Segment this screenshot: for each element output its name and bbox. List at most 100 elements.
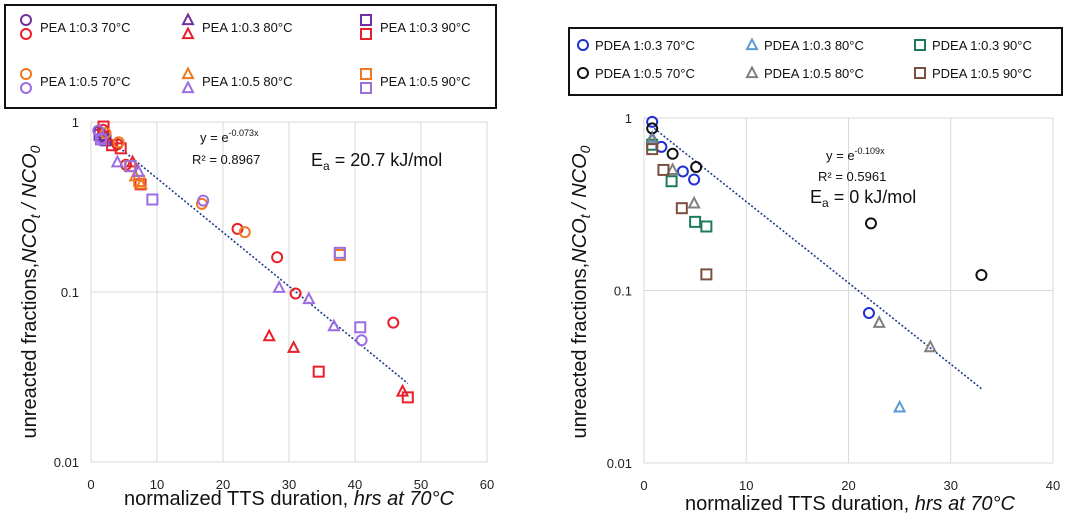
data-point-triangle	[302, 291, 316, 305]
data-point-triangle	[272, 280, 286, 293]
x-tick-label: 40	[348, 477, 362, 492]
x-tick-label: 20	[216, 477, 230, 492]
data-point-square	[312, 365, 325, 378]
data-point-circle	[387, 316, 400, 329]
data-point-square	[665, 175, 678, 188]
data-point-square	[333, 246, 346, 259]
legend-marker-square	[360, 68, 372, 80]
data-point-triangle	[327, 318, 341, 332]
data-point-square	[354, 321, 367, 334]
data-point-square	[146, 193, 159, 206]
data-point-square	[114, 142, 127, 155]
legend-marker-square	[360, 14, 372, 26]
y-tick-label: 0.1	[61, 285, 79, 300]
data-point-circle	[289, 287, 302, 300]
legend-marker-circle	[577, 67, 589, 79]
left-y-tick-labels: 1 0.1 0.01	[54, 115, 79, 470]
right-chart: PDEA 1:0.3 70°C PDEA 1:0.3 80°C PDEA 1:0.3…	[568, 27, 1063, 515]
legend-label: PEA 1:0.5 70°C	[40, 74, 130, 89]
x-tick-label: 50	[414, 477, 428, 492]
right-y-tick-labels: 1 0.1 0.01	[607, 111, 632, 471]
data-point-circle	[975, 268, 988, 281]
right-x-axis-title: normalized TTS duration, hrs at 70°C	[685, 493, 1016, 515]
legend-marker-circle	[577, 39, 589, 51]
x-tick-label: 10	[739, 478, 753, 493]
y-tick-label: 0.01	[607, 456, 632, 471]
legend-label: PEA 1:0.3 80°C	[202, 20, 292, 35]
left-trend-equation: y = e-0.073x	[200, 128, 259, 145]
right-activation-energy: Ea = 0 kJ/mol	[810, 187, 916, 210]
exponential-trendline	[653, 127, 982, 390]
x-tick-label: 0	[87, 477, 94, 492]
data-point-circle	[112, 136, 125, 149]
data-point-square	[689, 215, 702, 228]
left-legend-box	[4, 4, 497, 109]
legend-marker-circle	[20, 28, 32, 40]
left-gridlines	[90, 121, 488, 463]
data-point-circle	[688, 173, 701, 186]
data-point-circle	[231, 222, 244, 235]
legend-label: PDEA 1:0.5 70°C	[595, 66, 695, 81]
data-point-square	[124, 160, 137, 173]
left-activation-energy: Ea = 20.7 kJ/mol	[311, 150, 442, 173]
legend-label: PDEA 1:0.5 90°C	[932, 66, 1032, 81]
data-point-triangle	[923, 339, 937, 353]
left-y-axis-title: unreacted fractions,NCOt / NCO0	[19, 145, 43, 438]
data-point-triangle	[872, 315, 886, 328]
data-point-circle	[355, 334, 368, 347]
legend-marker-circle	[20, 68, 32, 80]
right-data-points	[645, 115, 988, 413]
legend-label: PDEA 1:0.3 70°C	[595, 38, 695, 53]
data-point-square	[700, 268, 713, 281]
x-tick-label: 60	[480, 477, 494, 492]
data-point-circle	[690, 160, 703, 173]
data-point-square	[646, 143, 659, 156]
data-point-square	[401, 391, 414, 404]
right-r-squared: R² = 0.5961	[818, 169, 886, 184]
legend-marker-triangle	[181, 66, 195, 80]
x-tick-label: 40	[1046, 478, 1060, 493]
data-point-square	[94, 133, 107, 146]
legend-marker-triangle	[181, 26, 195, 40]
left-data-points	[92, 120, 414, 404]
legend-marker-square	[914, 39, 926, 51]
left-x-axis-title: normalized TTS duration, hrs at 70°C	[124, 488, 455, 510]
legend-marker-circle	[20, 82, 32, 94]
data-point-triangle	[286, 340, 301, 353]
legend-marker-triangle	[745, 65, 759, 79]
legend-marker-square	[360, 28, 372, 40]
legend-label: PDEA 1:0.5 80°C	[764, 66, 864, 81]
x-tick-label: 30	[282, 477, 296, 492]
right-trend-equation: y = e-0.109x	[826, 146, 885, 163]
left-x-tick-labels: 0 10 20 30 40 50 60	[87, 477, 494, 492]
data-point-circle	[862, 307, 875, 320]
data-point-triangle	[892, 399, 907, 413]
data-point-square	[700, 220, 713, 233]
y-tick-label: 1	[72, 115, 79, 130]
right-legend: PDEA 1:0.3 70°C PDEA 1:0.3 80°C PDEA 1:0.3…	[577, 37, 1032, 81]
x-tick-label: 20	[841, 478, 855, 493]
data-point-triangle	[665, 162, 680, 176]
data-point-square	[657, 163, 670, 176]
right-trendline	[653, 127, 982, 390]
data-point-circle	[646, 115, 659, 128]
x-tick-label: 10	[150, 477, 164, 492]
data-point-circle	[666, 147, 679, 160]
left-r-squared: R² = 0.8967	[192, 152, 260, 167]
data-point-triangle	[262, 328, 276, 342]
legend-label: PEA 1:0.3 90°C	[380, 20, 470, 35]
x-tick-label: 30	[944, 478, 958, 493]
legend-marker-circle	[20, 14, 32, 26]
left-legend: PEA 1:0.3 70°C PEA 1:0.3 80°C PEA 1:0.3 90…	[20, 12, 470, 94]
y-tick-label: 0.01	[54, 455, 79, 470]
data-point-triangle	[687, 195, 701, 209]
legend-label: PEA 1:0.5 90°C	[380, 74, 470, 89]
data-point-circle	[271, 251, 284, 264]
legend-marker-triangle	[745, 37, 759, 51]
data-point-circle	[676, 165, 689, 178]
legend-label: PEA 1:0.5 80°C	[202, 74, 292, 89]
legend-marker-square	[360, 82, 372, 94]
data-point-square	[106, 139, 119, 152]
right-x-tick-labels: 0 10 20 30 40	[640, 478, 1060, 493]
